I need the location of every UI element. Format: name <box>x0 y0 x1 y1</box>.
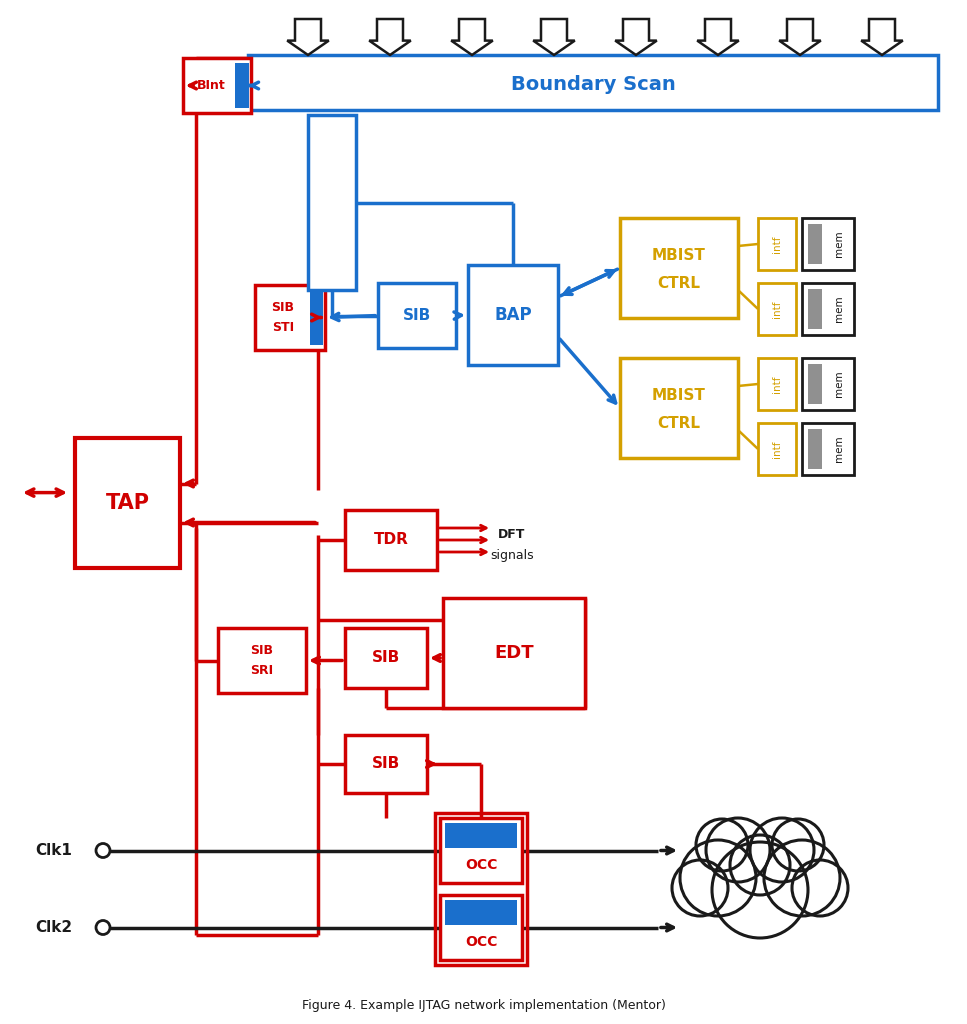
Text: BInt: BInt <box>196 79 225 92</box>
Text: mem: mem <box>835 435 844 462</box>
Bar <box>808 364 822 404</box>
Text: Clk1: Clk1 <box>35 843 72 858</box>
Bar <box>255 285 325 350</box>
Bar <box>802 358 854 410</box>
Text: MBIST: MBIST <box>652 249 706 263</box>
Text: BAP: BAP <box>494 306 532 324</box>
Text: SIB: SIB <box>372 650 400 666</box>
Bar <box>802 283 854 335</box>
Text: mem: mem <box>835 230 844 257</box>
Text: Boundary Scan: Boundary Scan <box>511 75 675 94</box>
Text: SIB: SIB <box>250 644 274 657</box>
Text: MBIST: MBIST <box>652 388 706 403</box>
Bar <box>345 735 427 793</box>
Text: SIB: SIB <box>372 757 400 771</box>
Bar <box>235 63 249 108</box>
Text: intf: intf <box>772 236 782 253</box>
Circle shape <box>712 842 808 938</box>
Bar <box>310 290 323 345</box>
Text: SIB: SIB <box>403 308 431 323</box>
Text: mem: mem <box>835 296 844 323</box>
Text: signals: signals <box>490 549 534 561</box>
Bar <box>468 265 558 365</box>
Bar <box>378 283 456 348</box>
Text: mem: mem <box>835 371 844 397</box>
Circle shape <box>730 835 790 895</box>
Circle shape <box>750 818 814 882</box>
Bar <box>802 423 854 475</box>
Bar <box>445 823 517 848</box>
Bar <box>808 429 822 469</box>
Bar <box>345 628 427 688</box>
Text: CTRL: CTRL <box>658 275 700 291</box>
Bar <box>183 58 251 113</box>
Bar <box>435 813 527 965</box>
Bar <box>758 218 796 270</box>
Text: TDR: TDR <box>373 532 408 548</box>
Bar <box>758 283 796 335</box>
Text: OCC: OCC <box>465 935 497 949</box>
Circle shape <box>696 819 748 871</box>
Text: intf: intf <box>772 300 782 317</box>
Bar <box>75 438 180 568</box>
Text: intf: intf <box>772 440 782 458</box>
Text: Figure 4. Example IJTAG network implementation (Mentor): Figure 4. Example IJTAG network implemen… <box>302 998 665 1012</box>
Circle shape <box>792 860 848 916</box>
Text: OCC: OCC <box>465 858 497 871</box>
Circle shape <box>672 860 728 916</box>
Bar <box>308 115 356 290</box>
Circle shape <box>772 819 824 871</box>
Circle shape <box>764 840 840 916</box>
Bar <box>443 598 585 708</box>
Bar <box>758 358 796 410</box>
Text: SIB: SIB <box>272 301 295 314</box>
Text: Clk2: Clk2 <box>35 920 73 935</box>
Bar <box>808 289 822 329</box>
Bar <box>620 218 738 318</box>
Text: intf: intf <box>772 375 782 393</box>
Text: EDT: EDT <box>494 644 534 662</box>
Bar <box>248 55 938 110</box>
Text: CTRL: CTRL <box>658 416 700 430</box>
Circle shape <box>706 818 770 882</box>
Bar <box>218 628 306 693</box>
Text: STI: STI <box>272 321 294 334</box>
Text: DFT: DFT <box>498 528 526 542</box>
Bar <box>440 818 522 883</box>
Bar <box>808 224 822 264</box>
Text: TAP: TAP <box>105 493 150 513</box>
Bar <box>440 895 522 961</box>
Bar <box>445 900 517 925</box>
Bar <box>345 510 437 570</box>
Bar <box>802 218 854 270</box>
Circle shape <box>680 840 756 916</box>
Text: SRI: SRI <box>250 664 274 677</box>
Bar <box>758 423 796 475</box>
Bar <box>620 358 738 458</box>
